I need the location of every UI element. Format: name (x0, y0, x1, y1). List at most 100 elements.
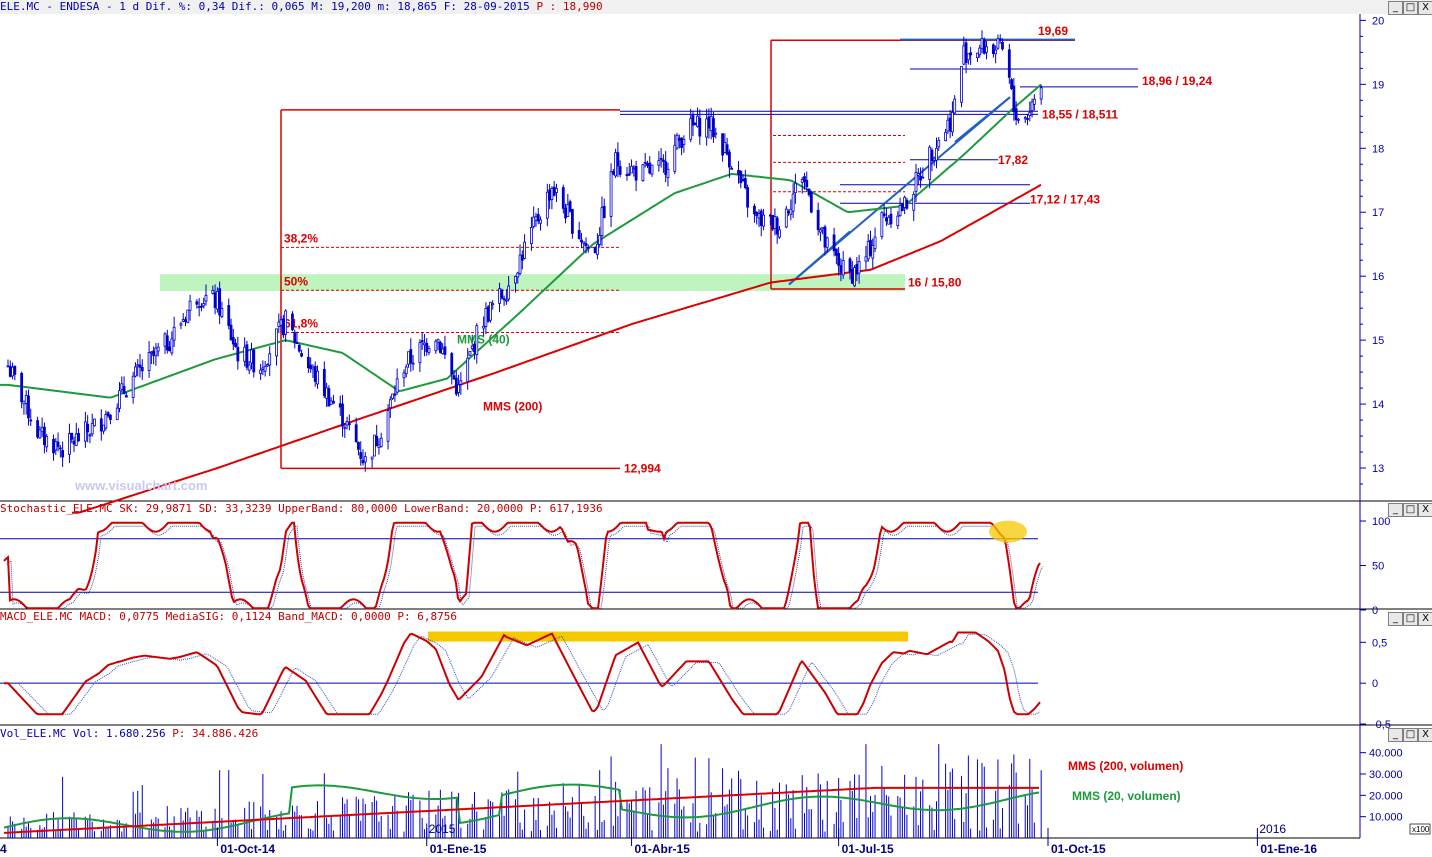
candle-body (555, 188, 558, 193)
candle-body (202, 303, 206, 307)
candle-body (721, 133, 724, 156)
minimize-stochastic-button[interactable]: _ (1388, 503, 1403, 517)
candle-body (532, 216, 536, 227)
candle-body (991, 44, 995, 54)
candle-body (77, 432, 80, 442)
candle-body (771, 215, 775, 230)
candle-body (561, 187, 565, 209)
candle-body (1001, 41, 1004, 50)
candle-body (27, 395, 30, 419)
candle-body (516, 272, 520, 278)
candle-body (24, 394, 28, 404)
candle-body (982, 39, 986, 54)
candle-body (441, 348, 445, 354)
candle-body (598, 235, 602, 245)
candle-body (689, 118, 693, 140)
candle-body (903, 196, 907, 208)
candle-body (38, 429, 42, 439)
candle-body (402, 372, 406, 379)
candle-body (539, 219, 542, 224)
candle-body (693, 122, 697, 126)
candle-body (345, 421, 349, 426)
close-price-button[interactable]: X (1418, 1, 1432, 15)
candle-body (602, 205, 606, 219)
candle-body (566, 204, 570, 217)
candle-body (68, 433, 71, 455)
candle-body (504, 299, 508, 302)
maximize-stochastic-button[interactable]: □ (1403, 503, 1418, 517)
candle-body (921, 176, 925, 179)
candle-body (807, 188, 811, 196)
candle-body (564, 208, 567, 219)
candle-body (341, 403, 344, 427)
candle-body (1010, 79, 1013, 90)
candle-body (741, 179, 745, 182)
candle-body (548, 189, 552, 201)
minimize-price-button[interactable]: _ (1388, 1, 1403, 15)
volume-unit: x100 (1412, 825, 1430, 834)
candle-body (1014, 108, 1018, 121)
price-panel: 20 19 18 17 16 15 14 13 38,2% 50% 61,8% 19,69 18,96 … (0, 15, 1384, 514)
candle-body (459, 380, 463, 385)
close-macd-button[interactable]: X (1418, 612, 1432, 626)
candle-body (784, 208, 788, 228)
candle-body (231, 337, 235, 345)
minimize-macd-button[interactable]: _ (1388, 612, 1403, 626)
candle-body (946, 119, 950, 132)
stochastic-sk-line (3, 521, 1041, 610)
candle-body (673, 144, 677, 172)
candle-body (871, 245, 875, 259)
minimize-volume-button[interactable]: _ (1388, 728, 1403, 742)
candle-body (928, 146, 932, 180)
candle-body (343, 427, 347, 429)
y-tick-label: -0,5 (1372, 719, 1391, 731)
candle-body (916, 173, 920, 176)
y-tick-label: 100 (1372, 516, 1390, 528)
candle-body (882, 213, 886, 217)
candle-body (500, 289, 504, 299)
close-stochastic-button[interactable]: X (1418, 503, 1432, 517)
level-label-16: 16 / 15,80 (908, 276, 962, 290)
candle-body (322, 368, 326, 397)
candle-body (56, 441, 60, 447)
candle-body (691, 115, 695, 126)
candle-body (134, 366, 137, 377)
maximize-macd-button[interactable]: □ (1403, 612, 1418, 626)
close-volume-button[interactable]: X (1418, 728, 1432, 742)
candle-body (347, 423, 351, 426)
volume-header-price: P: 34.886.426 (172, 727, 259, 740)
candle-body (552, 186, 556, 196)
y-tick-label: 20 (1372, 15, 1384, 27)
candle-body (793, 182, 797, 194)
candle-body (245, 344, 249, 368)
mms40-line (0, 83, 1042, 399)
candle-body (855, 264, 859, 275)
candle-body (994, 49, 998, 55)
candle-body (768, 214, 772, 217)
y-tick-label: 0 (1372, 605, 1378, 617)
candle-body (13, 365, 17, 375)
candle-body (805, 179, 809, 187)
candle-body (450, 353, 454, 375)
candle-body (705, 118, 709, 138)
candle-body (586, 246, 590, 249)
candle-body (507, 285, 511, 300)
x-tick-label: 01-Oct-15 (1051, 842, 1106, 856)
candle-body (181, 319, 185, 322)
candle-body (434, 340, 438, 352)
candle-body (475, 325, 479, 355)
candle-body (905, 199, 909, 209)
candle-body (86, 423, 90, 433)
candle-body (951, 112, 954, 133)
candle-body (309, 364, 313, 370)
maximize-volume-button[interactable]: □ (1403, 728, 1418, 742)
candle-body (841, 260, 845, 276)
level-label-12-994: 12,994 (624, 461, 661, 475)
maximize-price-button[interactable]: □ (1403, 1, 1418, 15)
x-year-label: 2016 (1259, 822, 1286, 836)
candle-body (932, 157, 936, 161)
candle-body (236, 347, 240, 362)
candle-body (919, 175, 922, 181)
macd-panel: 0,5 0 -0,5 (0, 631, 1391, 731)
